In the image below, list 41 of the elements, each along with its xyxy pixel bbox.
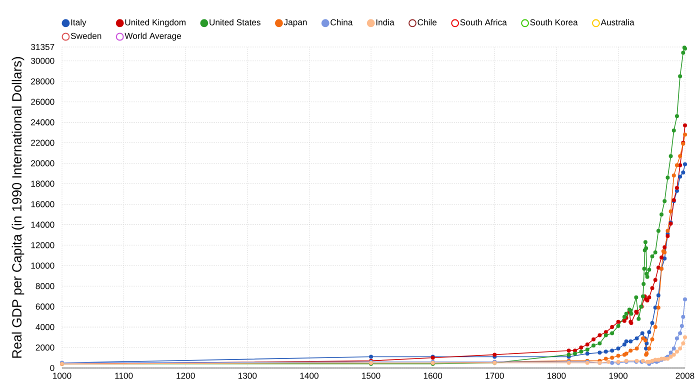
x-tick-label: 1000 bbox=[53, 372, 72, 379]
y-tick-label: 12000 bbox=[31, 242, 54, 248]
y-tick-label: 31357 bbox=[30, 44, 54, 50]
legend-label: South Africa bbox=[460, 19, 507, 26]
y-tick-label: 2000 bbox=[36, 344, 54, 351]
x-tick-label: 1800 bbox=[548, 372, 566, 379]
legend-label: South Korea bbox=[530, 19, 578, 26]
legend-label: Australia bbox=[600, 19, 634, 26]
legend-label: Chile bbox=[418, 19, 437, 26]
y-tick-label: 16000 bbox=[31, 201, 54, 208]
legend-label: Japan bbox=[284, 19, 307, 27]
legend-label: Sweden bbox=[70, 32, 102, 39]
y-tick-label: 4000 bbox=[36, 324, 54, 330]
y-tick-label: 24000 bbox=[31, 119, 54, 126]
y-tick-label: 30000 bbox=[30, 58, 54, 64]
y-tick-label: 8000 bbox=[36, 283, 54, 290]
y-tick-label: 26000 bbox=[31, 98, 54, 105]
y-tick-label: 28000 bbox=[31, 78, 54, 84]
x-tick-label: 1900 bbox=[609, 372, 628, 379]
x-tick-label: 1100 bbox=[115, 372, 133, 379]
y-tick-label: 6000 bbox=[36, 304, 54, 310]
x-tick-label: 1400 bbox=[300, 372, 318, 379]
x-tick-label: 1300 bbox=[238, 372, 257, 379]
legend-label: United States bbox=[210, 19, 260, 26]
x-tick-label: 1500 bbox=[362, 372, 380, 379]
y-tick-label: 10000 bbox=[31, 262, 54, 269]
x-tick-label: 1600 bbox=[424, 372, 442, 379]
legend-label: India bbox=[376, 19, 394, 26]
y-tick-label: 20000 bbox=[31, 160, 54, 166]
y-tick-label: 0 bbox=[50, 364, 54, 372]
x-tick-label: 1700 bbox=[486, 372, 504, 379]
legend-label: United Kingdom bbox=[125, 19, 186, 28]
y-tick-label: 18000 bbox=[31, 180, 54, 187]
legend-label: Italy bbox=[71, 19, 86, 28]
legend-label: World Average bbox=[124, 32, 182, 41]
x-tick-label: 2008 bbox=[676, 372, 694, 379]
legend-label: China bbox=[330, 19, 353, 26]
y-tick-label: 14000 bbox=[31, 222, 54, 228]
x-tick-label: 1200 bbox=[176, 372, 195, 379]
y-axis-title: Real GDP per Capita (in 1990 International Dollars) bbox=[12, 57, 24, 358]
y-tick-label: 22000 bbox=[31, 140, 54, 146]
